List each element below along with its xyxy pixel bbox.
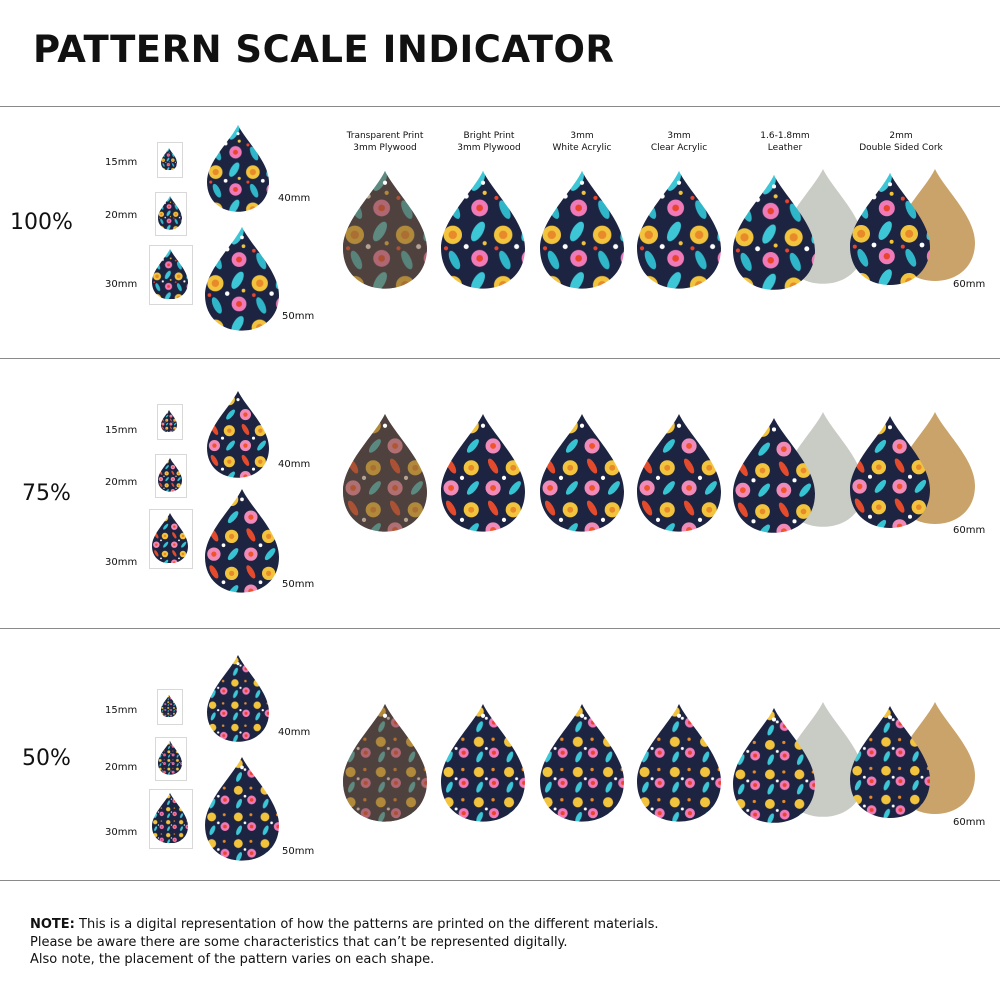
small-teardrop [161, 147, 177, 171]
material-line1: 3mm [570, 131, 594, 141]
size-label-40mm: 40mm [278, 727, 311, 738]
size-label-15mm: 15mm [105, 157, 138, 168]
teardrop-40mm [207, 125, 269, 212]
teardrop-plywood-transparent [343, 171, 427, 289]
material-header: 3mm White Acrylic [522, 130, 642, 154]
teardrop-clear-acrylic [637, 704, 721, 822]
size-label-50mm: 50mm [282, 846, 315, 857]
teardrop-50mm [205, 757, 279, 861]
size-label-40mm: 40mm [278, 193, 311, 204]
material-header: 3mm Clear Acrylic [619, 130, 739, 154]
swatch-frame [157, 142, 183, 178]
material-header: 1.6-1.8mm Leather [725, 130, 845, 154]
size-label-30mm: 30mm [105, 279, 138, 290]
teardrop-plywood-bright [441, 171, 525, 289]
teardrop-white-acrylic [540, 704, 624, 822]
scale-percent: 50% [22, 746, 71, 771]
teardrop-cork-front [850, 416, 930, 528]
swatch-frame [155, 454, 187, 498]
teardrop-white-acrylic [540, 171, 624, 289]
size-label-20mm: 20mm [105, 762, 138, 773]
scale-percent: 100% [10, 210, 73, 235]
note-label: NOTE: [30, 917, 75, 932]
swatch-frame [149, 789, 193, 849]
material-line2: White Acrylic [552, 143, 612, 153]
size-label-20mm: 20mm [105, 477, 138, 488]
note: NOTE: This is a digital representation o… [30, 916, 659, 969]
material-header: 2mm Double Sided Cork [841, 130, 961, 154]
small-teardrop [161, 409, 177, 433]
material-header: Transparent Print 3mm Plywood [325, 130, 445, 154]
scale-section: 75% 15mm 20mm 30mm 40mm 50mm 60mm [0, 359, 1000, 609]
material-line2: Double Sided Cork [859, 143, 943, 153]
material-line1: 1.6-1.8mm [760, 131, 810, 141]
size-label-30mm: 30mm [105, 827, 138, 838]
teardrop-leather-front [733, 418, 815, 533]
note-line3: Also note, the placement of the pattern … [30, 952, 435, 967]
size-label-30mm: 30mm [105, 557, 138, 568]
swatch-frame [155, 192, 187, 236]
teardrop-leather-front [733, 175, 815, 290]
small-teardrop [158, 196, 182, 230]
teardrop-50mm [205, 489, 279, 593]
swatch-frame [155, 737, 187, 781]
material-line2: Clear Acrylic [650, 143, 708, 153]
swatch-frame [149, 245, 193, 305]
teardrop-plywood-transparent [343, 704, 427, 822]
small-teardrop [158, 741, 182, 775]
divider [0, 106, 1000, 107]
teardrop-plywood-bright [441, 704, 525, 822]
scale-percent: 75% [22, 481, 71, 506]
swatch-frame [157, 404, 183, 440]
material-line2: Leather [767, 143, 803, 153]
material-line1: 2mm [889, 131, 913, 141]
size-label-60mm: 60mm [953, 525, 986, 536]
material-line1: 3mm [667, 131, 691, 141]
material-line2: 3mm Plywood [353, 143, 417, 153]
size-label-60mm: 60mm [953, 817, 986, 828]
size-label-15mm: 15mm [105, 425, 138, 436]
divider [0, 880, 1000, 881]
size-label-15mm: 15mm [105, 705, 138, 716]
teardrop-plywood-bright [441, 414, 525, 532]
scale-section: 100% 15mm 20mm 30mm 40mm 50mm 60mm [0, 107, 1000, 357]
note-line2: Please be aware there are some character… [30, 934, 568, 950]
material-header: Bright Print 3mm Plywood [429, 130, 549, 154]
teardrop-white-acrylic [540, 414, 624, 532]
material-line1: Transparent Print [346, 131, 424, 141]
divider [0, 358, 1000, 359]
teardrop-50mm [205, 227, 279, 331]
page-title: PATTERN SCALE INDICATOR [33, 28, 615, 71]
size-label-60mm: 60mm [953, 279, 986, 290]
divider [0, 628, 1000, 629]
teardrop-leather-front [733, 708, 815, 823]
note-line1: This is a digital representation of how … [74, 917, 659, 932]
teardrop-cork-front [850, 706, 930, 818]
teardrop-plywood-transparent [343, 414, 427, 532]
size-label-50mm: 50mm [282, 311, 315, 322]
teardrop-clear-acrylic [637, 414, 721, 532]
material-line1: Bright Print [463, 131, 515, 141]
teardrop-40mm [207, 655, 269, 742]
small-teardrop [152, 512, 188, 564]
teardrop-40mm [207, 391, 269, 478]
teardrop-clear-acrylic [637, 171, 721, 289]
small-teardrop [158, 458, 182, 492]
small-teardrop [152, 248, 188, 300]
size-label-40mm: 40mm [278, 459, 311, 470]
size-label-20mm: 20mm [105, 210, 138, 221]
swatch-frame [149, 509, 193, 569]
teardrop-cork-front [850, 173, 930, 285]
small-teardrop [152, 792, 188, 844]
material-line2: 3mm Plywood [457, 143, 521, 153]
swatch-frame [157, 689, 183, 725]
scale-section: 50% 15mm 20mm 30mm 40mm 50mm 60mm [0, 629, 1000, 879]
size-label-50mm: 50mm [282, 579, 315, 590]
small-teardrop [161, 694, 177, 718]
